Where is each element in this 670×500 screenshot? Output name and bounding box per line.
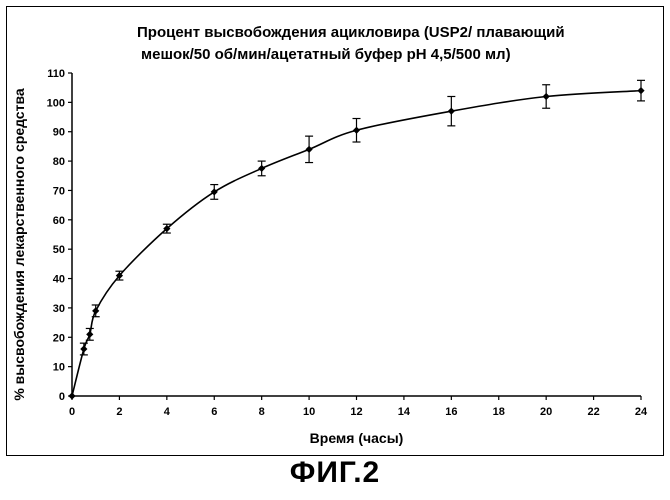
x-tick-label: 12 [350,406,362,418]
x-tick-label: 16 [445,406,457,418]
y-tick-label: 70 [53,185,65,197]
y-tick-label: 100 [47,97,65,109]
data-point [86,331,93,338]
x-tick-label: 14 [398,406,411,418]
x-tick-label: 10 [303,406,315,418]
y-tick-label: 60 [53,215,65,227]
x-axis-ticks: 024681012141618202224 [69,396,648,418]
x-tick-label: 0 [69,406,75,418]
y-tick-label: 0 [59,391,65,403]
x-tick-label: 20 [540,406,552,418]
x-tick-label: 2 [116,406,122,418]
data-point [353,127,360,134]
y-tick-label: 10 [53,362,65,374]
data-point [258,165,265,172]
y-tick-label: 50 [53,244,65,256]
data-point [68,392,75,399]
data-point [80,345,87,352]
y-axis-label: % высвобождения лекарственного средства [11,88,27,401]
x-axis-label: Время (часы) [310,430,404,446]
x-tick-label: 24 [635,406,648,418]
data-point [637,87,644,94]
x-tick-label: 6 [211,406,217,418]
y-tick-label: 110 [47,68,65,80]
chart-title-line: Процент высвобождения ацикловира (USP2/ … [137,24,565,41]
series-release [68,80,645,399]
y-tick-label: 30 [53,303,65,315]
y-axis-ticks: 0 10 20 30 40 50 60 70 80 90 100 110 [47,68,72,403]
y-tick-label: 90 [53,127,65,139]
chart-title: Процент высвобождения ацикловира (USP2/ … [137,24,565,63]
y-tick-label: 80 [53,156,65,168]
chart-title-line: мешок/50 об/мин/ацетатный буфер pH 4,5/5… [141,46,511,63]
data-point [92,307,99,314]
data-point [543,93,550,100]
y-tick-label: 40 [53,274,65,286]
figure-caption: ФИГ.2 [0,456,670,490]
data-point [448,108,455,115]
x-tick-label: 22 [587,406,599,418]
data-point [305,146,312,153]
x-tick-label: 4 [164,406,171,418]
y-tick-label: 20 [53,332,65,344]
x-tick-label: 8 [259,406,265,418]
x-tick-label: 18 [493,406,505,418]
